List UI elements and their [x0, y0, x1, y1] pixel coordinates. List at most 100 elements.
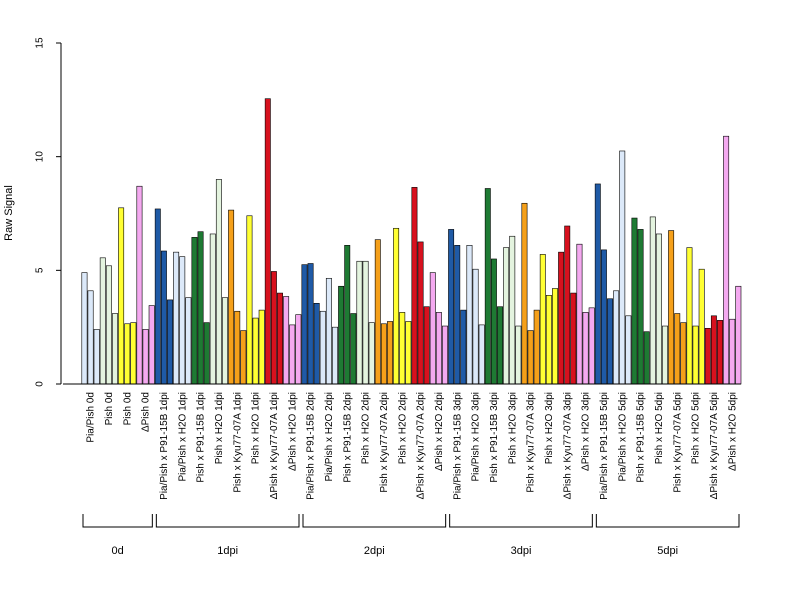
y-tick-label: 0	[35, 381, 46, 387]
category-label: Pish 0d	[104, 392, 115, 425]
bar	[674, 313, 681, 385]
category-label: Pish x H2O 5dpi	[654, 392, 665, 464]
bar	[552, 288, 558, 385]
bar	[466, 245, 473, 385]
category-label: Pish x H2O 1dpi	[251, 392, 262, 464]
group-bracket	[82, 514, 153, 528]
category-label: ΔPish x Kyu77-07A 3dpi	[562, 392, 573, 499]
category-label: Pish 0d	[122, 392, 133, 425]
bar	[613, 290, 620, 385]
bar	[264, 98, 271, 385]
bar	[393, 227, 400, 385]
bar	[643, 331, 650, 385]
bar	[307, 263, 314, 385]
bar	[252, 317, 259, 385]
bar	[332, 326, 338, 385]
category-label: Pish x H2O 2dpi	[397, 392, 408, 464]
bar	[423, 306, 430, 385]
category-label: Pish x Kyu77-07A 1dpi	[232, 392, 243, 493]
category-label: Pish x Kyu77-07A 3dpi	[526, 392, 537, 493]
bar	[668, 230, 675, 385]
bar	[228, 209, 235, 385]
group-label: 5dpi	[657, 545, 678, 557]
bar	[283, 296, 290, 385]
category-label: Pia/Pish x H2O 1dpi	[177, 392, 188, 482]
bar	[148, 305, 155, 385]
category-label: Pish x H2O 2dpi	[361, 392, 372, 464]
bar	[735, 285, 742, 385]
bar	[478, 324, 485, 385]
bar	[93, 329, 100, 385]
category-label: ΔPish x Kyu77-07A 1dpi	[269, 392, 280, 499]
bar	[185, 297, 192, 385]
bar	[124, 323, 131, 385]
bar	[625, 315, 632, 385]
bar	[325, 277, 332, 385]
bar	[503, 247, 510, 385]
y-tick-label: 5	[35, 267, 46, 273]
category-label: Pia/Pish 0d	[86, 392, 97, 443]
bar	[222, 297, 228, 385]
bar	[87, 290, 94, 385]
bar	[118, 207, 125, 385]
bar	[81, 272, 88, 385]
group-label: 1dpi	[217, 545, 238, 557]
bar	[99, 257, 106, 385]
category-label: Pish x P91-15B 3dpi	[489, 392, 500, 483]
bar	[136, 185, 143, 385]
bar	[448, 229, 455, 385]
category-label: Pish x H2O 1dpi	[214, 392, 225, 464]
bar	[582, 312, 589, 385]
bar	[368, 322, 375, 385]
bar	[637, 229, 644, 385]
y-axis: 0 5 10 15	[35, 37, 62, 387]
bar	[717, 320, 723, 385]
bar	[558, 251, 565, 385]
bar	[295, 314, 302, 385]
bar	[490, 258, 497, 385]
bar	[203, 322, 210, 385]
bar	[142, 329, 149, 385]
group-bracket	[595, 514, 740, 528]
category-label: ΔPish x H2O 2dpi	[434, 392, 445, 471]
category-label: Pia/Pish x H2O 5dpi	[617, 392, 628, 482]
y-axis-title: Raw Signal	[3, 185, 15, 241]
bar	[527, 330, 534, 385]
category-label: Pish x P91-15B 2dpi	[342, 392, 353, 483]
category-label: Pish x Kyu77-07A 2dpi	[379, 392, 390, 493]
category-label: Pia/Pish x P91-15B 3dpi	[452, 392, 463, 500]
bar	[594, 183, 601, 385]
bar	[313, 302, 320, 385]
bar	[240, 330, 247, 385]
bar	[649, 216, 656, 385]
group-label: 2dpi	[364, 545, 385, 557]
bar	[497, 306, 503, 385]
bar	[600, 249, 607, 385]
group-brackets: 0d 1dpi 2dpi 3dpi 5dpi	[82, 514, 740, 557]
category-label: Pish x H2O 5dpi	[691, 392, 702, 464]
bar	[472, 268, 479, 385]
y-tick-label: 10	[35, 151, 46, 163]
bar	[710, 315, 717, 385]
bar	[631, 217, 638, 385]
bar	[380, 323, 387, 385]
group-label: 3dpi	[511, 545, 532, 557]
category-label: Pia/Pish x P91-15B 1dpi	[159, 392, 170, 500]
category-label: ΔPish 0d	[141, 392, 152, 432]
bar	[723, 135, 730, 385]
bar	[411, 187, 418, 385]
bar	[619, 150, 626, 385]
bar	[698, 268, 705, 385]
bar	[160, 250, 167, 385]
bar	[533, 309, 540, 385]
category-label: ΔPish x Kyu77-07A 2dpi	[416, 392, 427, 499]
bar	[399, 312, 406, 385]
bar	[191, 237, 198, 385]
bar	[179, 256, 186, 385]
bar	[576, 243, 583, 385]
bar	[704, 327, 711, 385]
category-label: ΔPish x H2O 3dpi	[581, 392, 592, 471]
bar	[289, 324, 296, 385]
bar	[545, 295, 552, 385]
group-bracket	[155, 514, 300, 528]
